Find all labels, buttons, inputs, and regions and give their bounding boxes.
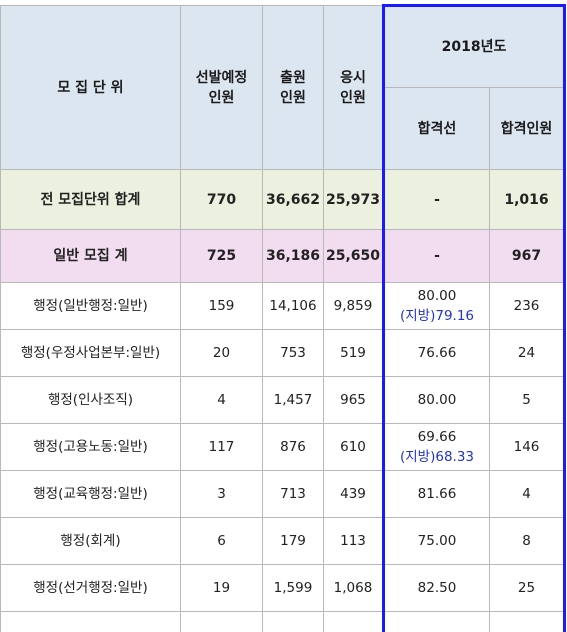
total-tested: 25,973	[324, 170, 384, 230]
general-row: 일반 모집 계 725 36,186 25,650 - 967	[1, 230, 565, 283]
row-unit: 행정(우정사업본부:일반)	[1, 330, 181, 377]
general-tested: 25,650	[324, 230, 384, 283]
row-unit: 행정(인사조직)	[1, 377, 181, 424]
row-cutoff-regional: (지방)68.33	[400, 449, 474, 465]
table-row: 행정(일반행정:일반) 159 14,106 9,859 80.00(지방)79…	[1, 283, 565, 330]
row-planned: 6	[181, 518, 263, 565]
general-passed: 967	[490, 230, 565, 283]
row-planned: 4	[181, 377, 263, 424]
row-cutoff: 81.66	[384, 471, 490, 518]
table-row: 행정(선거행정:일반) 19 1,599 1,068 82.50 25	[1, 565, 565, 612]
row-applied: 1,599	[263, 565, 324, 612]
header-cutoff: 합격선	[384, 88, 490, 170]
row-passed: 4	[490, 471, 565, 518]
general-label: 일반 모집 계	[1, 230, 181, 283]
row-tested: 9,859	[324, 283, 384, 330]
total-cutoff: -	[384, 170, 490, 230]
row-applied: 179	[263, 518, 324, 565]
table-row: 행정(인사조직) 4 1,457 965 80.00 5	[1, 377, 565, 424]
row-cutoff: 69.66(지방)68.33	[384, 424, 490, 471]
row-planned: 19	[181, 565, 263, 612]
row-applied: 713	[263, 471, 324, 518]
table-row: 행정(회계) 6 179 113 75.00 8	[1, 518, 565, 565]
row-unit: 행정(회계)	[1, 518, 181, 565]
row-passed: 8	[490, 518, 565, 565]
row-unit: 행정(교육행정:일반)	[1, 471, 181, 518]
row-cutoff: 80.00	[384, 377, 490, 424]
total-label: 전 모집단위 합계	[1, 170, 181, 230]
row-cutoff: 75.00	[384, 518, 490, 565]
table-row: 행정(우정사업본부:일반) 20 753 519 76.66 24	[1, 330, 565, 377]
row-applied: 876	[263, 424, 324, 471]
row-tested: 610	[324, 424, 384, 471]
table-row: 행정(고용노동:일반) 117 876 610 69.66(지방)68.33 1…	[1, 424, 565, 471]
row-tested: 113	[324, 518, 384, 565]
row-planned: 159	[181, 283, 263, 330]
general-applied: 36,186	[263, 230, 324, 283]
table-row: 행정(교육행정:일반) 3 713 439 81.66 4	[1, 471, 565, 518]
row-tested: 1,068	[324, 565, 384, 612]
header-year: 2018년도	[384, 6, 565, 88]
row-applied: 753	[263, 330, 324, 377]
total-row: 전 모집단위 합계 770 36,662 25,973 - 1,016	[1, 170, 565, 230]
row-unit: 행정(고용노동:일반)	[1, 424, 181, 471]
row-passed: 146	[490, 424, 565, 471]
total-passed: 1,016	[490, 170, 565, 230]
row-cutoff-regional: (지방)79.16	[400, 308, 474, 324]
table-row-partial	[1, 612, 565, 632]
row-cutoff: 82.50	[384, 565, 490, 612]
header-recruit-unit: 모 집 단 위	[1, 6, 181, 170]
row-cutoff: 76.66	[384, 330, 490, 377]
row-unit: 행정(선거행정:일반)	[1, 565, 181, 612]
row-passed: 25	[490, 565, 565, 612]
row-passed: 236	[490, 283, 565, 330]
row-tested: 519	[324, 330, 384, 377]
header-passed: 합격인원	[490, 88, 565, 170]
row-passed: 24	[490, 330, 565, 377]
row-applied: 1,457	[263, 377, 324, 424]
row-unit: 행정(일반행정:일반)	[1, 283, 181, 330]
row-cutoff: 80.00(지방)79.16	[384, 283, 490, 330]
row-planned: 117	[181, 424, 263, 471]
row-planned: 3	[181, 471, 263, 518]
row-planned: 20	[181, 330, 263, 377]
row-tested: 439	[324, 471, 384, 518]
total-applied: 36,662	[263, 170, 324, 230]
row-applied: 14,106	[263, 283, 324, 330]
row-tested: 965	[324, 377, 384, 424]
general-cutoff: -	[384, 230, 490, 283]
row-passed: 5	[490, 377, 565, 424]
total-planned: 770	[181, 170, 263, 230]
general-planned: 725	[181, 230, 263, 283]
